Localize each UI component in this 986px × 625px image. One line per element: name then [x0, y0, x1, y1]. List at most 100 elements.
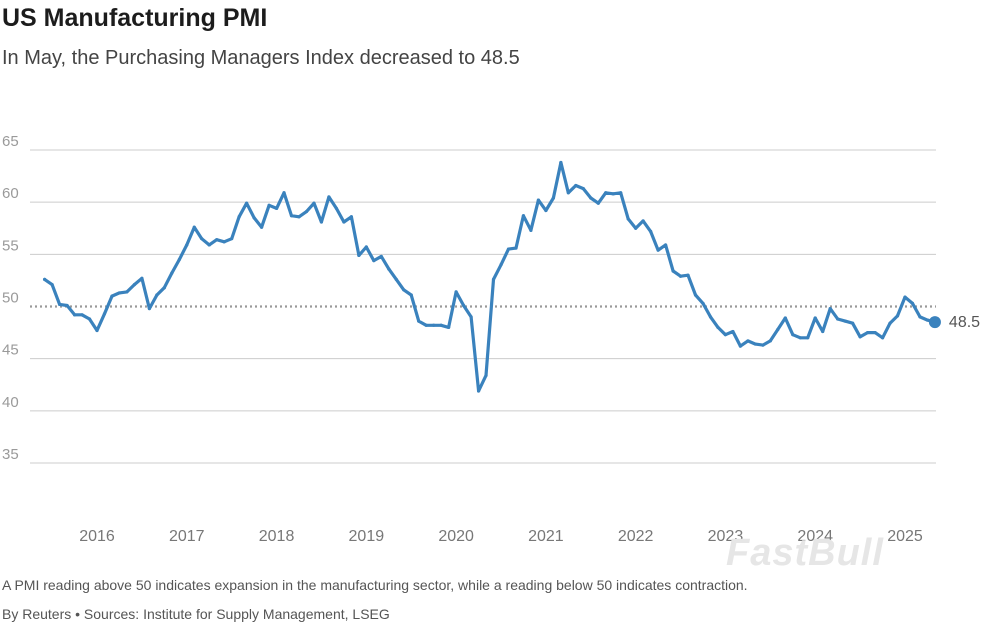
data-point — [626, 217, 630, 221]
data-point — [521, 214, 526, 218]
data-point — [701, 301, 705, 305]
data-point — [851, 321, 855, 325]
data-point — [589, 196, 593, 200]
data-point — [95, 328, 99, 333]
data-point — [297, 215, 301, 219]
data-point — [499, 263, 503, 267]
data-point — [559, 160, 563, 165]
data-point — [364, 245, 368, 249]
data-point — [925, 318, 930, 322]
data-point — [529, 228, 533, 232]
data-point — [865, 330, 870, 335]
data-point — [828, 306, 832, 311]
data-point — [731, 329, 735, 334]
data-point — [506, 247, 511, 251]
data-point — [858, 335, 862, 339]
data-point — [192, 225, 196, 229]
data-point — [132, 282, 137, 287]
data-point — [372, 258, 376, 263]
data-point — [873, 330, 877, 335]
data-point — [895, 314, 900, 318]
data-point — [798, 336, 802, 340]
x-tick-label: 2017 — [169, 528, 205, 545]
data-point — [304, 209, 309, 214]
data-point — [566, 191, 570, 195]
data-point — [387, 267, 391, 271]
data-point — [394, 277, 398, 281]
data-point — [656, 248, 660, 252]
data-point — [424, 323, 428, 327]
x-tick-label: 2023 — [708, 528, 744, 545]
data-point — [476, 389, 481, 393]
data-point — [888, 321, 892, 325]
y-axis-ticks: 35 40 45 50 55 60 65 — [2, 133, 19, 463]
y-tick-label: 45 — [2, 342, 19, 359]
data-point — [43, 277, 47, 281]
data-point — [200, 237, 204, 241]
data-point — [693, 293, 698, 297]
data-point — [432, 323, 436, 327]
data-point — [551, 196, 555, 200]
data-point — [536, 198, 541, 202]
data-point — [836, 317, 840, 321]
data-point — [140, 276, 144, 280]
data-point — [185, 243, 189, 247]
y-tick-label: 40 — [2, 394, 19, 411]
data-point — [334, 206, 339, 211]
data-point — [319, 220, 324, 224]
data-points — [43, 160, 937, 393]
x-tick-label: 2024 — [797, 528, 833, 545]
data-point — [342, 220, 346, 224]
data-point — [791, 333, 795, 337]
data-point — [230, 237, 234, 241]
data-point — [327, 195, 331, 199]
data-point — [245, 201, 249, 205]
x-tick-label: 2021 — [528, 528, 564, 545]
data-point — [761, 343, 765, 347]
latest-value-label: 48.5 — [949, 314, 980, 331]
data-point — [686, 273, 690, 277]
x-tick-label: 2019 — [349, 528, 385, 545]
data-point — [274, 206, 279, 211]
gridlines — [30, 149, 936, 464]
data-point — [222, 240, 226, 244]
data-point — [604, 191, 608, 195]
watermark-logo: FastBull — [726, 532, 884, 574]
data-point — [641, 219, 645, 223]
data-point — [514, 246, 518, 250]
data-point — [910, 301, 915, 305]
data-point — [357, 253, 361, 257]
data-point — [813, 316, 817, 320]
data-point — [581, 187, 585, 191]
chart-subtitle: In May, the Purchasing Managers Index de… — [2, 47, 520, 69]
data-point — [649, 229, 653, 233]
y-tick-label: 65 — [2, 133, 19, 150]
x-tick-label: 2020 — [438, 528, 474, 545]
data-point — [80, 313, 84, 317]
data-point — [379, 254, 383, 259]
data-point — [708, 315, 713, 319]
y-tick-label: 35 — [2, 446, 19, 463]
data-point — [162, 286, 166, 290]
data-point — [252, 216, 256, 220]
data-point — [117, 291, 122, 295]
chart-title: US Manufacturing PMI — [2, 4, 268, 32]
data-point — [50, 282, 54, 287]
data-point — [806, 336, 810, 340]
x-tick-label: 2018 — [259, 528, 295, 545]
data-point — [312, 201, 316, 205]
data-point — [237, 215, 241, 219]
data-point — [596, 201, 600, 205]
data-point — [454, 290, 458, 294]
data-point — [259, 225, 264, 229]
y-tick-label: 50 — [2, 290, 19, 307]
data-point — [282, 191, 286, 195]
data-point — [349, 215, 353, 219]
pmi-series-line — [43, 160, 937, 393]
data-point — [738, 344, 743, 348]
data-point — [102, 312, 107, 316]
data-point — [768, 339, 772, 343]
data-point — [110, 294, 114, 298]
data-point — [447, 325, 451, 329]
